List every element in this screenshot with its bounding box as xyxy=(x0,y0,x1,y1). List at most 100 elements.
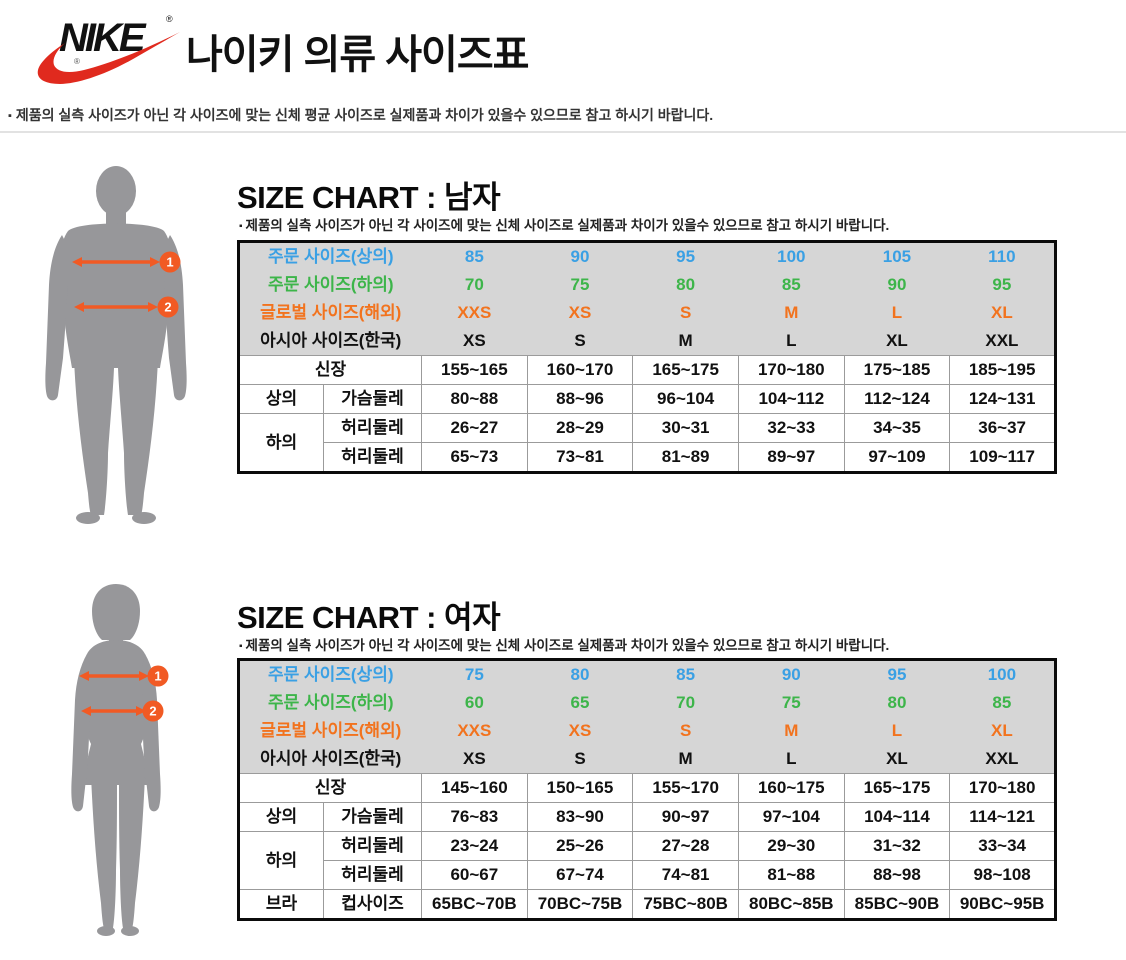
size-cell: 165~175 xyxy=(843,773,951,803)
size-cell: 29~30 xyxy=(737,831,845,861)
size-cell: 90BC~95B xyxy=(949,889,1056,920)
men-row-height: 신장 155~165 160~170 165~175 170~180 175~1… xyxy=(238,355,1056,385)
header-divider xyxy=(0,131,1126,133)
row-sublabel: 가슴둘레 xyxy=(323,384,422,414)
size-cell: 70BC~75B xyxy=(526,889,634,920)
waist-badge: 2 xyxy=(157,296,179,318)
chest-badge: 1 xyxy=(159,251,181,273)
size-cell: 75BC~80B xyxy=(632,889,739,920)
female-body-silhouette: 1 2 xyxy=(71,584,169,936)
size-cell: S xyxy=(632,717,739,745)
size-cell: M xyxy=(632,327,739,356)
row-label: 신장 xyxy=(238,355,422,385)
size-cell: XXL xyxy=(949,327,1056,356)
row-label: 주문 사이즈(하의) xyxy=(238,271,422,299)
top-disclaimer: ▪ 제품의 실측 사이즈가 아닌 각 사이즈에 맞는 신체 평균 사이즈로 실제품… xyxy=(8,105,713,125)
size-cell: XL xyxy=(949,299,1056,327)
female-figure-shape xyxy=(71,584,161,936)
size-cell: XS xyxy=(527,299,633,327)
size-cell: 97~109 xyxy=(843,442,951,473)
size-cell: 90~97 xyxy=(632,802,739,832)
size-cell: XXS xyxy=(421,717,528,745)
registered-mark-icon: ® xyxy=(74,57,80,66)
women-row-height: 신장 145~160 150~165 155~170 160~175 165~1… xyxy=(238,773,1056,803)
row-label: 글로벌 사이즈(해외) xyxy=(238,299,422,327)
size-cell: 98~108 xyxy=(949,860,1056,890)
size-cell: 97~104 xyxy=(737,802,845,832)
size-cell: 81~88 xyxy=(737,860,845,890)
size-cell: 31~32 xyxy=(843,831,951,861)
size-cell: 23~24 xyxy=(421,831,528,861)
row-label: 브라 xyxy=(238,889,324,920)
size-cell: 73~81 xyxy=(526,442,634,473)
size-cell: 80 xyxy=(844,689,950,717)
row-label: 아시아 사이즈(한국) xyxy=(238,745,422,774)
size-cell: 75 xyxy=(738,689,845,717)
size-cell: L xyxy=(844,717,950,745)
women-row-bottom-waist-inch: 하의 허리둘레 23~24 25~26 27~28 29~30 31~32 33… xyxy=(238,831,1056,890)
chest-measure-arrow xyxy=(79,671,149,681)
row-label: 상의 xyxy=(238,384,324,414)
size-cell: 25~26 xyxy=(526,831,634,861)
registered-mark-icon: ® xyxy=(166,14,173,24)
size-cell: 80BC~85B xyxy=(737,889,845,920)
women-section-title: SIZE CHART : 여자 xyxy=(237,600,501,635)
size-cell: XS xyxy=(527,717,633,745)
size-cell: 105 xyxy=(844,241,950,271)
row-label: 주문 사이즈(하의) xyxy=(238,689,422,717)
women-row-order-bottom: 주문 사이즈(하의) 60 65 70 75 80 85 xyxy=(238,689,1056,717)
men-row-top-chest: 상의 가슴둘레 80~88 88~96 96~104 104~112 112~1… xyxy=(238,384,1056,414)
svg-text:1: 1 xyxy=(166,255,173,270)
size-cell: 109~117 xyxy=(949,442,1056,473)
men-row-order-bottom: 주문 사이즈(하의) 70 75 80 85 90 95 xyxy=(238,271,1056,299)
row-label: 글로벌 사이즈(해외) xyxy=(238,717,422,745)
women-row-bottom-waist-cm: 허리둘레 60~67 67~74 74~81 81~88 88~98 98~10… xyxy=(239,860,1056,890)
bullet-icon: ▪ xyxy=(8,110,12,122)
row-sublabel: 허리둘레 xyxy=(323,860,422,890)
men-section-note-text: 제품의 실측 사이즈가 아닌 각 사이즈에 맞는 신체 사이즈로 실제품과 차이… xyxy=(245,218,890,233)
size-cell: L xyxy=(844,299,950,327)
women-row-top-chest: 상의 가슴둘레 76~83 83~90 90~97 97~104 104~114… xyxy=(238,802,1056,832)
size-cell: XL xyxy=(844,745,950,774)
size-cell: 85 xyxy=(632,659,739,689)
size-cell: 70 xyxy=(632,689,739,717)
size-cell: 85BC~90B xyxy=(843,889,951,920)
size-cell: 145~160 xyxy=(421,773,528,803)
size-cell: 104~114 xyxy=(843,802,951,832)
size-cell: 26~27 xyxy=(421,413,528,443)
size-cell: 74~81 xyxy=(632,860,739,890)
size-cell: 65BC~70B xyxy=(421,889,528,920)
women-row-global-size: 글로벌 사이즈(해외) XXS XS S M L XL xyxy=(238,717,1056,745)
men-row-order-top: 주문 사이즈(상의) 85 90 95 100 105 110 xyxy=(238,241,1056,271)
women-section-note: ▪ 제품의 실측 사이즈가 아닌 각 사이즈에 맞는 신체 사이즈로 실제품과 차… xyxy=(239,634,889,654)
waist-measure-arrow xyxy=(81,706,146,716)
men-row-asia-size: 아시아 사이즈(한국) XS S M L XL XXL xyxy=(238,327,1056,356)
size-cell: 80 xyxy=(632,271,739,299)
men-row-bottom-waist-cm: 허리둘레 65~73 73~81 81~89 89~97 97~109 109~… xyxy=(239,442,1056,473)
women-section-note-text: 제품의 실측 사이즈가 아닌 각 사이즈에 맞는 신체 사이즈로 실제품과 차이… xyxy=(245,638,890,653)
size-cell: XL xyxy=(844,327,950,356)
women-row-asia-size: 아시아 사이즈(한국) XS S M L XL XXL xyxy=(238,745,1056,774)
waist-badge: 2 xyxy=(142,700,164,722)
size-cell: 160~170 xyxy=(526,355,634,385)
size-cell: 96~104 xyxy=(632,384,739,414)
size-cell: L xyxy=(738,745,845,774)
size-cell: 80~88 xyxy=(421,384,528,414)
size-cell: 124~131 xyxy=(949,384,1056,414)
nike-logo: NIKE ® ® xyxy=(37,14,181,84)
size-cell: 88~96 xyxy=(526,384,634,414)
size-cell: 150~165 xyxy=(526,773,634,803)
size-cell: XXS xyxy=(421,299,528,327)
size-cell: 175~185 xyxy=(843,355,951,385)
size-cell: 81~89 xyxy=(632,442,739,473)
row-sublabel: 가슴둘레 xyxy=(323,802,422,832)
size-cell: 104~112 xyxy=(737,384,845,414)
size-cell: M xyxy=(738,717,845,745)
size-cell: 90 xyxy=(844,271,950,299)
men-row-global-size: 글로벌 사이즈(해외) XXS XS S M L XL xyxy=(238,299,1056,327)
size-cell: 89~97 xyxy=(737,442,845,473)
row-label: 아시아 사이즈(한국) xyxy=(238,327,422,356)
size-cell: 85 xyxy=(738,271,845,299)
size-cell: 95 xyxy=(949,271,1056,299)
